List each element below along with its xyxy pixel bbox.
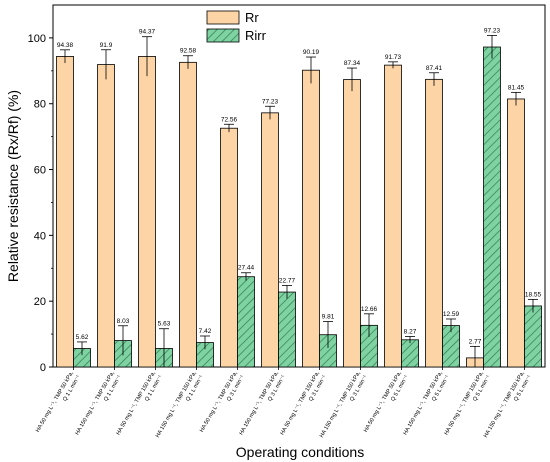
bar-rr-7	[302, 69, 320, 368]
legend-label-rirr: Rirr	[245, 28, 267, 43]
plot-area	[52, 4, 546, 368]
bar-value-label: 8.03	[117, 318, 130, 325]
bar-value-label: 97.23	[484, 28, 501, 35]
bar-value-label: 72.56	[221, 116, 238, 123]
y-tick-label: 20	[34, 296, 46, 308]
bar-value-label: 18.55	[525, 291, 542, 298]
y-tick-label: 40	[34, 230, 46, 242]
bar-value-label: 12.66	[361, 306, 378, 313]
bar-value-label: 81.45	[508, 84, 525, 91]
x-category-label: HA 150 mg L⁻¹, TMP 50 kPa,Q 1 L min⁻¹	[75, 370, 123, 436]
bar-rr-6	[261, 112, 279, 368]
x-category-label-line: HA 50 mg L⁻¹, TMP 150 kPa,	[116, 370, 158, 436]
bar-value-label: 90.19	[303, 49, 320, 56]
x-axis-title: Operating conditions	[236, 444, 364, 460]
x-category-label-line: HA 150 mg L⁻¹, TMP 50 kPa,	[75, 370, 117, 436]
x-category-label-line: HA 50 mg L⁻¹, TMP 150 kPa,	[280, 370, 322, 436]
bar-rirr-6	[278, 291, 296, 368]
bar-value-label: 8.27	[404, 328, 417, 335]
bars-group: 94.38 91.9 94.37 92.58 72.56 77.23 90.19 87.34 9…	[56, 28, 542, 368]
y-axis-title: Relative resistance (Rx/Rf) (%)	[5, 90, 21, 282]
legend: Rr Rirr	[206, 10, 267, 43]
x-category-label-line: HA 50 mg L⁻¹, TMP 50 kPa,	[363, 370, 403, 433]
bar-value-label: 5.62	[76, 334, 89, 341]
bar-rr-1	[56, 56, 74, 368]
bar-rr-8	[343, 79, 361, 368]
x-category-label: HA 150 mg L⁻¹, TMP 150 kPa,Q 1 L min⁻¹	[155, 370, 205, 439]
bar-rirr-9	[401, 339, 419, 368]
x-category-label: HA 150 mg L⁻¹, TMP 50 kPa,Q 5 L min⁻¹	[403, 370, 451, 436]
bar-rr-12	[507, 98, 525, 368]
legend-swatch-rr	[206, 10, 240, 25]
x-category-label: HA 50 mg L⁻¹, TMP 50 kPa,Q 5 L min⁻¹	[363, 370, 410, 433]
bar-rirr-11	[483, 46, 501, 368]
x-category-label-line: HA 50 mg L⁻¹, TMP 150 kPa,	[444, 370, 486, 436]
bar-rr-2	[97, 64, 115, 368]
x-category-label: HA 50 mg L⁻¹, TMP 150 kPa,Q 5 L min⁻¹	[444, 370, 492, 436]
bar-value-label: 87.34	[344, 60, 361, 67]
bar-value-label: 94.37	[139, 29, 156, 36]
x-category-label: HA 150 mg L⁻¹, TMP 50 kPa,Q 3 L min⁻¹	[239, 370, 287, 436]
bar-value-label: 92.58	[180, 48, 197, 55]
y-tick-label: 80	[34, 99, 46, 111]
x-category-label: HA 150 mg L⁻¹, TMP 150 kPa,Q 5 L min⁻¹	[483, 370, 533, 439]
bar-rr-4	[179, 61, 197, 368]
bar-value-label: 91.9	[100, 42, 113, 49]
bar-value-label: 94.38	[57, 42, 74, 49]
bar-value-label: 77.23	[262, 98, 279, 105]
bar-value-label: 12.59	[443, 311, 460, 318]
y-tick-label: 60	[34, 165, 46, 177]
bar-value-label: 87.41	[426, 65, 443, 72]
x-category-label-line: HA 50 mg L⁻¹, TMP 50 kPa,	[199, 370, 239, 433]
legend-swatch-rirr	[206, 28, 240, 43]
y-tick-label: 100	[28, 33, 46, 45]
bar-rr-9	[384, 64, 402, 368]
y-axis: 0 20 40 60 80 100	[28, 33, 53, 374]
x-category-label-line: HA 150 mg L⁻¹, TMP 50 kPa,	[403, 370, 445, 436]
bar-rr-3	[138, 56, 156, 368]
y-tick-label: 0	[40, 362, 46, 374]
bar-value-label: 91.73	[385, 54, 402, 61]
x-category-label: HA 50 mg L⁻¹, TMP 50 kPa,Q 3 L min⁻¹	[199, 370, 246, 433]
bar-rr-5	[220, 127, 238, 368]
legend-label-rr: Rr	[245, 10, 259, 25]
x-category-label-line: HA 150 mg L⁻¹, TMP 50 kPa,	[239, 370, 281, 436]
bar-value-label: 27.44	[238, 265, 255, 272]
bar-value-label: 9.81	[322, 314, 335, 321]
bar-rr-10	[425, 78, 443, 368]
bar-value-label: 7.42	[199, 328, 212, 335]
x-category-label: HA 50 mg L⁻¹, TMP 150 kPa,Q 1 L min⁻¹	[116, 370, 164, 436]
bar-value-label: 22.77	[279, 277, 296, 284]
x-category-label: HA 150 mg L⁻¹, TMP 150 kPa,Q 3 L min⁻¹	[319, 370, 369, 439]
bar-value-label: 5.63	[158, 321, 171, 328]
bar-rirr-5	[237, 276, 255, 368]
x-tick-labels: HA 50 mg L⁻¹, TMP 50 kPa,Q 1 L min⁻¹HA 1…	[35, 367, 533, 439]
bar-rirr-12	[524, 305, 542, 368]
x-category-label-line: HA 50 mg L⁻¹, TMP 50 kPa,	[35, 370, 75, 433]
x-category-label: HA 50 mg L⁻¹, TMP 150 kPa,Q 3 L min⁻¹	[280, 370, 328, 436]
bar-value-label: 2.77	[469, 338, 482, 345]
x-category-label: HA 50 mg L⁻¹, TMP 50 kPa,Q 1 L min⁻¹	[35, 370, 82, 433]
